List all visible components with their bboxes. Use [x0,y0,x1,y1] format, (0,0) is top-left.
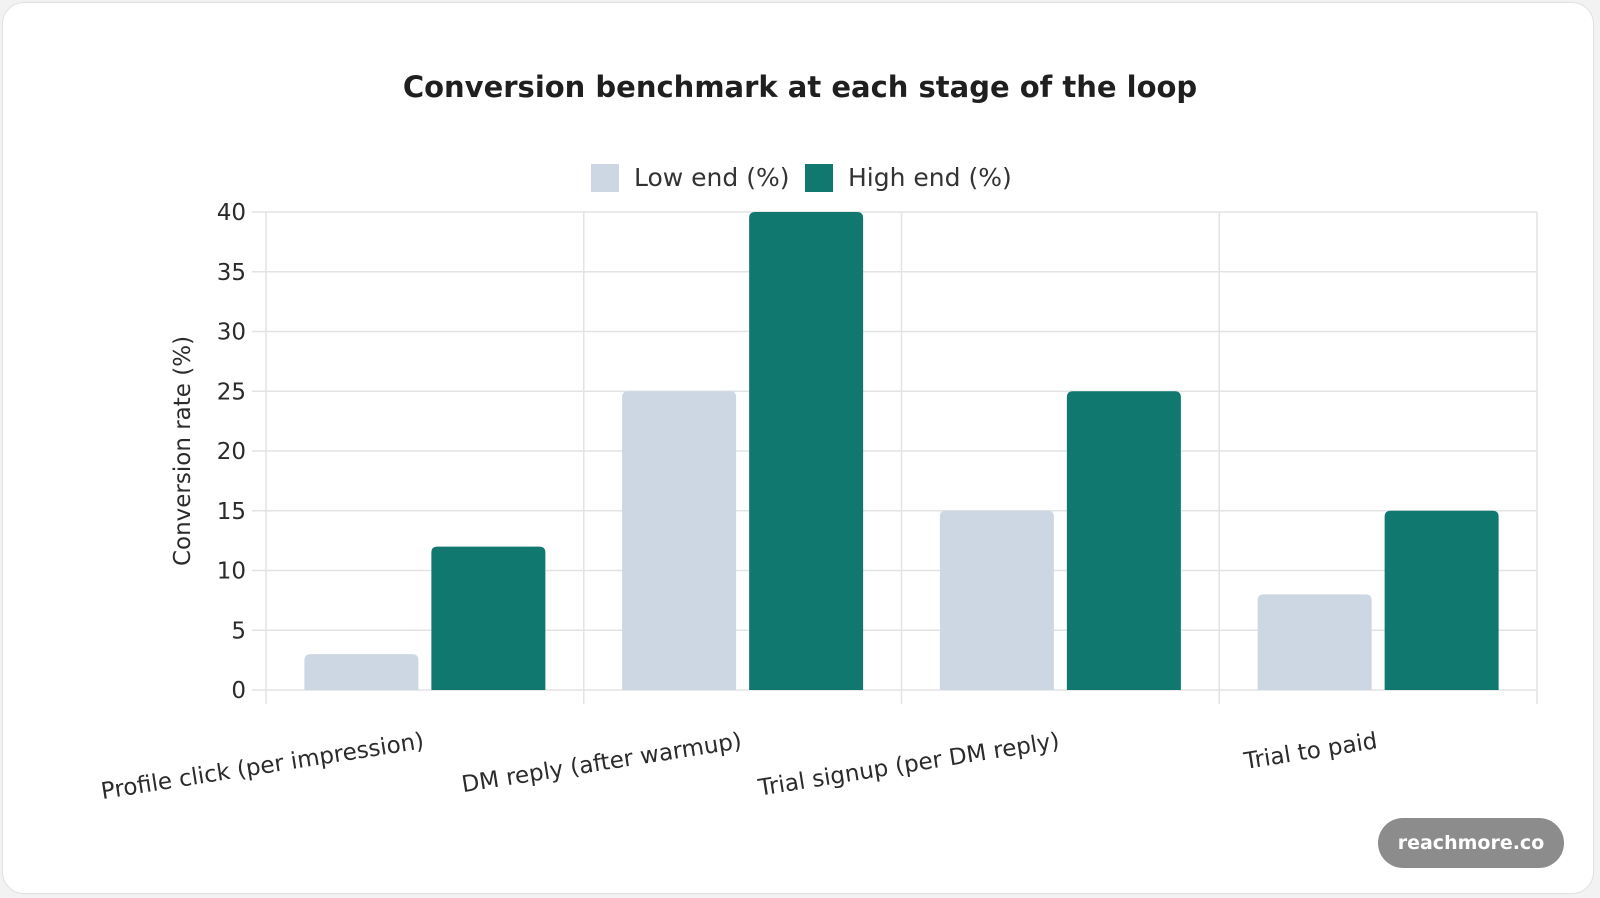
bar-low-1 [622,391,737,690]
y-axis-ticks: 0 5 10 15 20 25 30 35 40 [217,200,246,704]
bar-high-1 [749,212,864,690]
x-tick-label-3: Trial to paid [1241,728,1379,775]
y-tick-label-2: 10 [217,559,246,585]
y-tick-label-5: 25 [217,379,246,405]
legend-label-low: Low end (%) [634,163,789,192]
y-tick-label-7: 35 [217,260,246,286]
chart-title: Conversion benchmark at each stage of th… [403,70,1197,104]
y-tick-label-6: 30 [217,320,246,346]
x-tick-label-1: DM reply (after warmup) [460,728,744,798]
bar-high-0 [431,546,546,690]
bar-high-2 [1066,391,1181,690]
legend: Low end (%) High end (%) [591,163,1012,192]
x-tick-label-2: Trial signup (per DM reply) [756,728,1062,801]
y-tick-label-4: 20 [217,439,246,465]
bar-high-3 [1384,510,1499,690]
legend-label-high: High end (%) [848,163,1012,192]
y-axis-title: Conversion rate (%) [170,336,196,566]
x-axis-labels: Profile click (per impression) DM reply (… [99,728,1379,805]
bars [304,212,1499,690]
legend-swatch-low [591,164,619,192]
x-tick-label-0: Profile click (per impression) [99,728,426,805]
bar-low-0 [304,654,419,690]
y-tick-label-1: 5 [231,618,246,644]
watermark-badge: reachmore.co [1378,818,1564,868]
y-tick-label-0: 0 [231,678,246,704]
y-tick-label-8: 40 [217,200,246,226]
bar-low-3 [1257,594,1372,690]
bar-low-2 [939,510,1054,690]
y-tick-label-3: 15 [217,499,246,525]
legend-swatch-high [805,164,833,192]
